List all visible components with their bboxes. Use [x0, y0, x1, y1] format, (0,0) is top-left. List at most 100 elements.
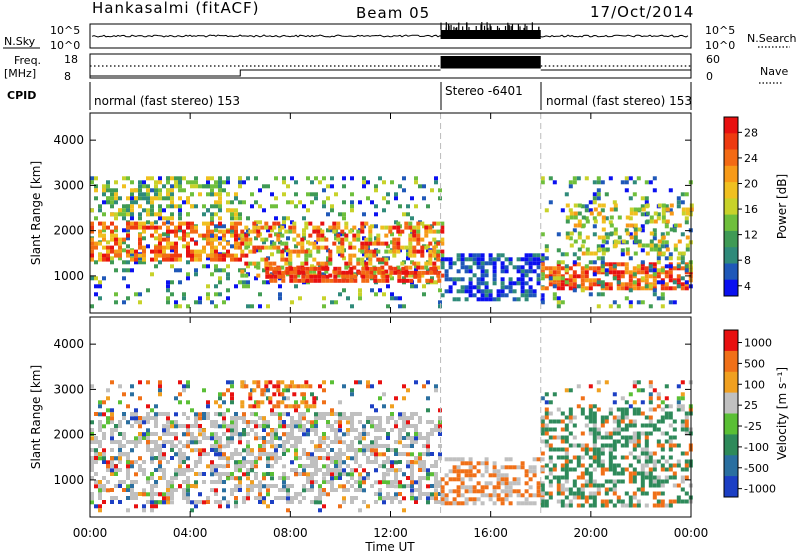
echo-cell: [484, 457, 489, 462]
echo-cell: [288, 249, 293, 254]
echo-cell: [648, 264, 653, 269]
echo-cell: [524, 273, 529, 278]
echo-cell: [580, 266, 585, 271]
echo-cell: [601, 203, 606, 208]
echo-cell: [162, 216, 166, 221]
echo-cell: [332, 225, 337, 230]
echo-cell: [333, 278, 338, 283]
echo-cell: [464, 501, 469, 506]
echo-cell: [676, 284, 681, 289]
echo-cell: [524, 261, 529, 266]
echo-cell: [665, 219, 670, 224]
echo-cell: [612, 447, 617, 452]
echo-cell: [433, 266, 438, 271]
echo-cell: [568, 487, 573, 492]
echo-cell: [573, 215, 578, 220]
echo-cell: [434, 500, 438, 504]
echo-cell: [544, 499, 549, 504]
echo-cell: [396, 221, 401, 226]
echo-cell: [597, 211, 602, 216]
echo-cell: [540, 423, 545, 428]
echo-cell: [98, 496, 102, 500]
echo-cell: [90, 257, 94, 262]
echo-cell: [234, 464, 238, 468]
echo-cell: [238, 464, 242, 468]
echo-cell: [286, 508, 290, 513]
echo-cell: [378, 416, 382, 420]
echo-cell: [418, 184, 422, 189]
echo-cell: [648, 304, 653, 309]
echo-cell: [374, 492, 378, 496]
echo-cell: [278, 416, 282, 420]
echo-cell: [684, 467, 689, 472]
echo-cell: [520, 269, 525, 274]
echo-cell: [612, 419, 617, 424]
echo-cell: [576, 475, 581, 480]
echo-cell: [178, 460, 182, 464]
echo-cell: [648, 180, 653, 185]
echo-cell: [138, 292, 142, 297]
echo-cell: [334, 300, 338, 305]
echo-cell: [680, 423, 685, 428]
echo-cell: [572, 435, 577, 440]
nsky-tick-top-left: 10^5: [50, 24, 80, 37]
echo-cell: [438, 188, 442, 193]
echo-cell: [102, 276, 106, 281]
colorbar-tick-label: 1000: [744, 337, 772, 350]
echo-cell: [138, 464, 142, 468]
echo-cell: [568, 407, 573, 412]
echo-cell: [390, 484, 394, 488]
echo-cell: [636, 278, 641, 283]
echo-cell: [268, 225, 273, 230]
echo-cell: [398, 412, 402, 417]
echo-cell: [644, 439, 649, 444]
echo-cell: [94, 472, 98, 476]
echo-cell: [660, 499, 665, 504]
echo-cell: [422, 452, 426, 456]
echo-cell: [640, 479, 645, 484]
echo-cell: [218, 268, 222, 273]
echo-cell: [604, 435, 609, 440]
echo-cell: [206, 400, 210, 405]
echo-cell: [500, 281, 505, 286]
echo-cell: [556, 276, 561, 281]
echo-cell: [556, 282, 561, 287]
echo-cell: [645, 219, 650, 224]
colorbar-swatch: [724, 413, 738, 435]
echo-cell: [584, 278, 589, 283]
echo-cell: [636, 300, 641, 305]
echo-cell: [362, 264, 366, 269]
echo-cell: [394, 472, 398, 476]
echo-cell: [150, 476, 154, 480]
echo-cell: [218, 448, 222, 452]
echo-cell: [572, 491, 577, 496]
echo-cell: [106, 196, 110, 201]
echo-cell: [680, 404, 685, 409]
echo-cell: [318, 440, 322, 444]
echo-cell: [174, 412, 178, 417]
echo-cell: [548, 495, 553, 500]
echo-cell: [580, 274, 585, 279]
echo-cell: [336, 221, 341, 226]
echo-cell: [342, 212, 346, 217]
echo-cell: [644, 278, 649, 283]
echo-cell: [640, 447, 645, 452]
echo-cell: [382, 444, 386, 448]
echo-cell: [234, 196, 238, 201]
echo-cell: [262, 444, 266, 448]
echo-cell: [350, 484, 354, 488]
echo-cell: [672, 286, 677, 291]
echo-cell: [410, 488, 414, 493]
echo-cell: [354, 488, 358, 492]
echo-cell: [238, 184, 242, 189]
echo-cell: [366, 432, 370, 436]
echo-cell: [580, 443, 585, 448]
echo-cell: [644, 471, 649, 476]
echo-cell: [158, 436, 162, 441]
echo-cell: [138, 253, 142, 258]
echo-cell: [524, 257, 529, 262]
echo-cell: [376, 257, 381, 262]
echo-cell: [540, 439, 545, 444]
echo-cell: [464, 297, 469, 302]
echo-cell: [214, 233, 218, 238]
